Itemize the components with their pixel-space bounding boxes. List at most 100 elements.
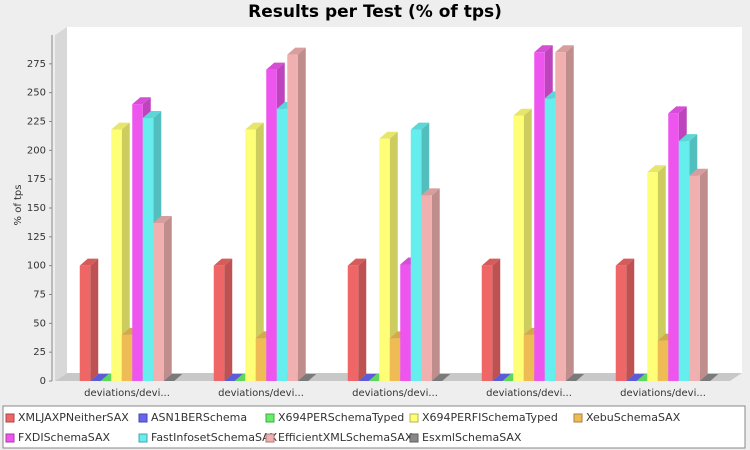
y-tick-label: 125 [27,232,46,243]
legend [2,405,746,449]
bar [111,122,130,381]
bar-front [678,141,690,381]
y-tick-label: 50 [33,318,46,329]
legend-item: ASN1BERSchema [138,411,247,424]
bar-front [347,265,359,381]
bar-front [255,338,267,381]
bar-top [513,108,532,116]
legend-label: EfficientXMLSchemaSAX [278,431,413,444]
bar-top [266,62,285,70]
bar-front [79,265,91,381]
bar-front [142,118,154,381]
bar-front [534,52,545,382]
bar [689,168,708,381]
y-tick-label: 250 [27,88,46,99]
bar [699,374,719,381]
legend-label: FastInfosetSchemaSAX [151,431,278,444]
left-wall [55,27,67,381]
x-tick-label: deviations/devi... [486,388,572,399]
bar-top [379,131,398,139]
bar [492,374,511,381]
bar [213,258,233,381]
bar-top [111,122,130,130]
bar-top [358,374,377,381]
bar-side [224,258,233,381]
y-tick-label: 75 [33,290,46,301]
bar-top [297,374,317,381]
bar-top [668,106,687,114]
bar-top [224,374,243,381]
bar-front [544,98,556,381]
bar-front [647,172,658,381]
bar [379,131,398,381]
bar-top [647,165,666,173]
legend-item: X694PERSchemaTyped [265,411,404,424]
bar [481,258,501,381]
bar-side [90,258,99,381]
bar [431,374,451,381]
bar-top [699,374,719,381]
legend-swatch [5,433,15,443]
bar [79,258,99,381]
bar-front [213,265,225,381]
legend-swatch [138,413,148,423]
x-tick-label: deviations/devi... [352,388,438,399]
bar-front [389,338,401,381]
bar-top [421,188,440,196]
legend-label: ASN1BERSchema [151,411,247,424]
legend-label: FXDISchemaSAX [18,431,111,444]
bar-top [678,134,698,142]
bar-top [431,374,451,381]
bar-top [534,45,553,53]
bar-side [626,258,635,381]
legend-swatch [573,413,583,423]
bar [153,215,172,381]
bar-top [163,374,183,381]
x-tick-label: deviations/devi... [84,388,170,399]
bar-top [287,47,306,55]
bar-front [410,129,422,381]
bar-side [163,215,172,381]
legend-swatch [5,413,15,423]
bar-front [379,138,390,381]
y-axis-label: % of tps [13,185,24,226]
bar-top [142,111,162,119]
legend-label: X694PERFISchemaTyped [422,411,558,424]
legend-item: XebuSchemaSAX [573,411,681,424]
legend-label: XMLJAXPNeitherSAX [18,411,129,424]
bar-top [245,122,264,130]
bar-top [79,258,99,266]
bar-front [132,104,143,381]
y-tick-label: 150 [27,203,46,214]
legend-swatch [409,433,419,443]
bar [647,165,666,381]
bar-front [555,52,566,382]
legend-swatch [265,413,275,423]
bar-side [389,131,398,381]
bar-side [565,45,574,382]
bar-front [400,264,411,381]
legend-item: XMLJAXPNeitherSAX [5,411,129,424]
bar-front [245,129,256,381]
legend-label: EsxmlSchemaSAX [422,431,522,444]
bar-front [421,195,432,381]
y-tick-label: 175 [27,174,46,185]
x-tick-label: deviations/devi... [620,388,706,399]
bar [347,258,367,381]
legend-swatch [409,413,419,423]
bar-side [255,122,264,381]
bar-side [297,47,306,382]
bar-front [481,265,493,381]
bar-top [347,258,367,266]
bar [421,188,440,381]
bar-top [481,258,501,266]
bar [90,374,109,381]
legend-item: EfficientXMLSchemaSAX [265,431,413,444]
bar [297,374,317,381]
bar-front [111,129,122,381]
bar-top [410,122,430,130]
y-tick-label: 225 [27,117,46,128]
bar-top [153,215,172,223]
y-tick-label: 200 [27,145,46,156]
